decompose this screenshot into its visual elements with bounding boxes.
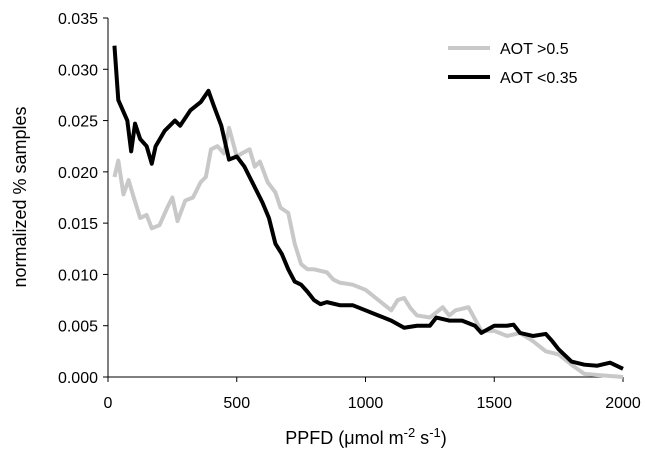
y-tick-label: 0.000	[58, 370, 98, 387]
y-tick-label: 0.020	[58, 165, 98, 182]
x-label-exp: -1	[429, 425, 441, 440]
legend-label: AOT >0.5	[500, 41, 569, 58]
x-axis-label: PPFD (μmol m-2 s-1)	[285, 425, 447, 448]
x-tick-label: 2000	[605, 395, 641, 412]
y-tick-label: 0.035	[58, 11, 98, 28]
y-tick-label: 0.015	[58, 216, 98, 233]
y-tick-label: 0.005	[58, 319, 98, 336]
y-tick-label: 0.030	[58, 62, 98, 79]
x-label-exp: -2	[404, 425, 416, 440]
x-label-part: PPFD (μmol m	[285, 428, 403, 448]
x-tick-label: 1000	[348, 395, 384, 412]
legend-label: AOT <0.35	[500, 70, 578, 87]
x-tick-label: 500	[223, 395, 250, 412]
data-line	[112, 45, 624, 371]
x-tick-label: 1500	[476, 395, 512, 412]
y-tick-label: 0.025	[58, 114, 98, 131]
data-line	[112, 125, 624, 379]
x-tick-label: 0	[104, 395, 113, 412]
x-label-part: s	[415, 428, 429, 448]
x-label-part: )	[441, 428, 447, 448]
y-axis-label: normalized % samples	[10, 106, 30, 287]
y-tick-label: 0.010	[58, 267, 98, 284]
